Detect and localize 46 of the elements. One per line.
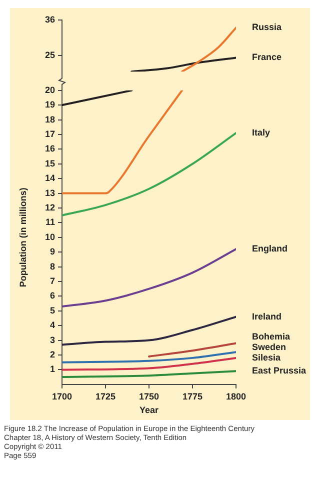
y-tick-label: 12 bbox=[44, 202, 55, 212]
y-axis-title: Population (in millions) bbox=[18, 188, 28, 288]
y-tick-label: 7 bbox=[50, 276, 55, 286]
series-label: Bohemia bbox=[252, 331, 292, 342]
line-series bbox=[130, 56, 236, 72]
x-tick-label: 1700 bbox=[52, 391, 72, 402]
series-label: Italy bbox=[252, 128, 270, 138]
y-tick-label: 16 bbox=[44, 144, 55, 154]
y-tick-label: 9 bbox=[50, 246, 55, 257]
x-tick-label: 1800 bbox=[226, 391, 246, 402]
series-label: East Prussia bbox=[252, 366, 308, 376]
y-tick-label: 19 bbox=[44, 100, 55, 110]
line-series bbox=[62, 356, 236, 371]
y-tick-label: 6 bbox=[50, 290, 55, 301]
line-series bbox=[181, 26, 236, 72]
x-axis-title: Year bbox=[139, 405, 159, 416]
y-tick-label: 8 bbox=[50, 261, 55, 272]
line-series bbox=[62, 90, 184, 194]
x-tick-label: 1750 bbox=[138, 391, 160, 402]
y-tick-label: 5 bbox=[50, 305, 55, 316]
x-tick-label: 1775 bbox=[182, 391, 203, 402]
line-series bbox=[62, 248, 236, 308]
y-tick-label: 36 bbox=[44, 14, 55, 24]
line-series bbox=[62, 316, 236, 346]
series-label: Ireland bbox=[252, 311, 282, 322]
y-tick-label: 17 bbox=[44, 128, 55, 139]
series-label: Russia bbox=[252, 22, 283, 32]
y-tick-label: 14 bbox=[44, 173, 55, 184]
y-tick-label: 13 bbox=[44, 188, 55, 198]
y-tick-label: 3 bbox=[50, 334, 55, 345]
series-label: France bbox=[252, 52, 282, 62]
series-label: England bbox=[252, 244, 288, 254]
y-tick-label: 25 bbox=[44, 50, 55, 60]
line-series bbox=[62, 351, 236, 364]
line-series bbox=[62, 132, 236, 216]
series-label: Sweden bbox=[252, 342, 286, 352]
y-tick-label: 11 bbox=[45, 217, 55, 228]
y-tick-label: 4 bbox=[50, 320, 55, 330]
y-tick-label: 18 bbox=[44, 114, 55, 124]
y-tick-label: 1 bbox=[50, 364, 55, 374]
y-tick-label: 15 bbox=[44, 158, 55, 168]
series-label: Silesia bbox=[252, 352, 282, 362]
y-tick-label: 2 bbox=[50, 349, 55, 360]
y-tick-label: 20 bbox=[44, 84, 55, 95]
y-tick-label: 10 bbox=[44, 232, 55, 242]
x-tick-label: 1725 bbox=[95, 391, 116, 402]
